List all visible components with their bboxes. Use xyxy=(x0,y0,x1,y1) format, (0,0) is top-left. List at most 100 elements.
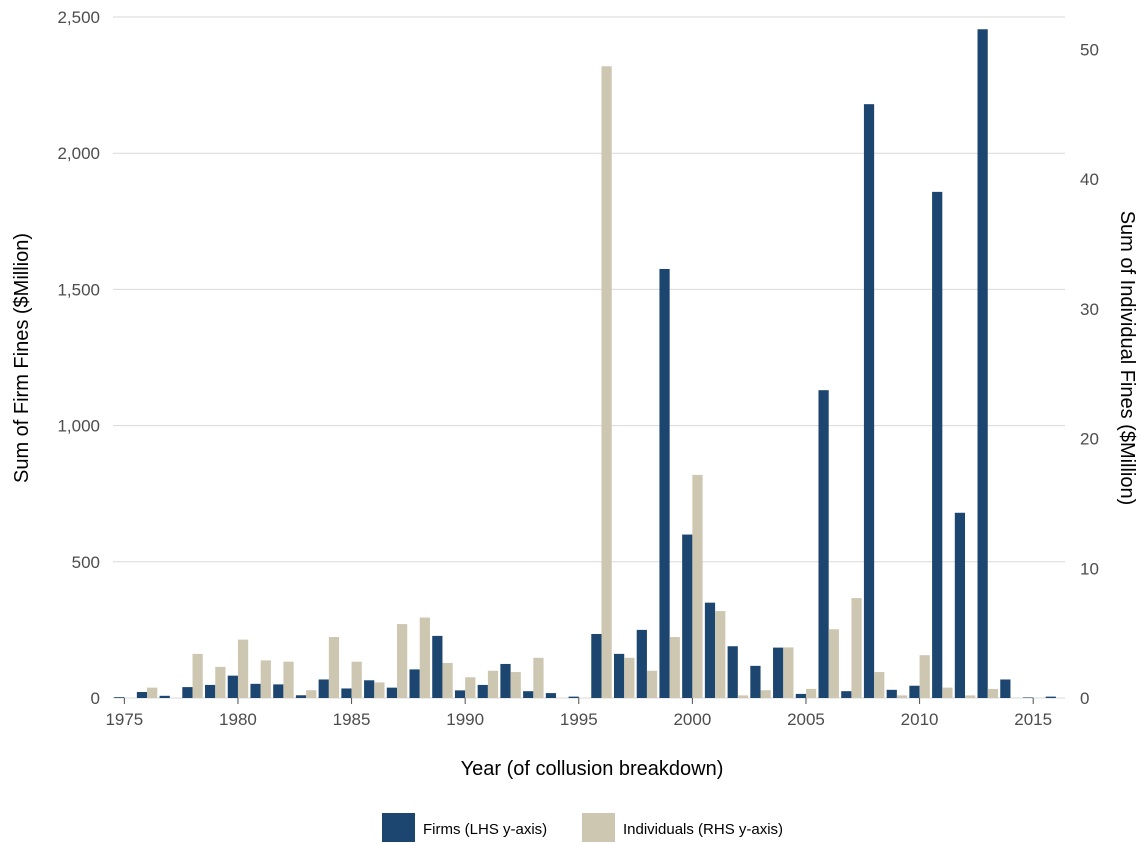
bar-individuals xyxy=(783,647,794,698)
right-y-tick-label: 40 xyxy=(1080,170,1099,189)
bar-individuals xyxy=(669,637,680,698)
legend-swatch-individuals xyxy=(582,813,615,842)
bar-firms xyxy=(318,679,329,698)
bar-individuals xyxy=(328,637,340,698)
x-tick-label: 1985 xyxy=(333,710,371,729)
bar-firms xyxy=(273,684,284,698)
right-y-tick-label: 20 xyxy=(1080,430,1099,449)
bar-individuals xyxy=(851,598,862,698)
bar-firms xyxy=(1000,679,1011,698)
left-y-tick-label: 2,000 xyxy=(57,144,100,163)
x-tick-label: 2015 xyxy=(1014,710,1052,729)
bar-firms xyxy=(432,635,443,698)
bar-individuals xyxy=(646,670,658,698)
bar-firms xyxy=(932,191,943,698)
bar-firms xyxy=(523,691,534,698)
bar-firms xyxy=(500,663,511,698)
bar-firms xyxy=(863,104,875,699)
left-y-tick-label: 2,500 xyxy=(57,8,100,27)
bar-firms xyxy=(477,684,488,698)
bar-individuals xyxy=(760,690,771,698)
bar-firms xyxy=(750,665,761,698)
bar-firms xyxy=(227,675,238,698)
bar-individuals xyxy=(533,657,544,698)
bar-individuals xyxy=(215,666,226,698)
bar-firms xyxy=(295,695,307,698)
bar-firms xyxy=(386,687,398,698)
bar-individuals xyxy=(692,474,703,698)
bar-firms xyxy=(954,512,966,698)
bar-individuals xyxy=(987,688,998,698)
bar-firms xyxy=(818,390,829,698)
x-tick-label: 2005 xyxy=(787,710,825,729)
bar-firms xyxy=(568,696,579,698)
bar-individuals xyxy=(374,682,385,698)
bar-firms xyxy=(704,602,716,698)
legend-label-firms: Firms (LHS y-axis) xyxy=(423,821,547,838)
x-tick-label: 1980 xyxy=(219,710,257,729)
bar-firms xyxy=(159,695,170,698)
bar-individuals xyxy=(397,624,408,698)
x-tick-label: 2000 xyxy=(673,710,711,729)
bar-individuals xyxy=(942,687,953,698)
left-y-axis-ticks: 0 500 1,000 1,500 2,000 2,500 xyxy=(57,8,100,708)
bar-firms xyxy=(613,653,625,698)
left-y-tick-label: 1,500 xyxy=(57,280,100,299)
bar-individuals xyxy=(260,660,271,698)
bar-firms xyxy=(795,693,806,698)
legend-swatch-firms xyxy=(382,813,415,842)
right-y-tick-label: 30 xyxy=(1080,300,1099,319)
legend: Firms (LHS y-axis) Individuals (RHS y-ax… xyxy=(382,813,783,842)
right-y-axis-title: Sum of Individual Fines ($Million) xyxy=(1116,211,1138,506)
bar-individuals xyxy=(237,639,249,698)
bar-individuals xyxy=(465,677,476,698)
bar-individuals xyxy=(965,695,976,698)
bar-firms xyxy=(205,684,216,698)
right-y-tick-label: 10 xyxy=(1080,559,1099,578)
bar-individuals xyxy=(715,611,726,698)
bar-individuals xyxy=(306,690,317,698)
bar-firms xyxy=(341,688,352,698)
bar-firms xyxy=(591,633,602,698)
bar-firms xyxy=(114,697,125,698)
bar-firms xyxy=(1022,697,1034,698)
bar-firms xyxy=(909,685,920,698)
bar-firms xyxy=(977,29,988,699)
bar-individuals xyxy=(192,653,203,698)
bar-firms xyxy=(454,690,466,698)
gridlines xyxy=(113,16,1065,699)
x-tick-label: 1990 xyxy=(446,710,484,729)
bar-individuals xyxy=(896,695,908,698)
bar-firms xyxy=(727,646,738,698)
x-tick-label: 2010 xyxy=(901,710,939,729)
bar-firms xyxy=(659,268,670,698)
bars xyxy=(114,29,1056,699)
right-y-axis-ticks: 0 10 20 30 40 50 xyxy=(1080,40,1099,708)
bar-individuals xyxy=(624,657,635,698)
bar-individuals xyxy=(919,655,930,698)
bar-firms xyxy=(545,693,557,698)
bar-individuals xyxy=(419,617,430,698)
bar-individuals xyxy=(283,661,294,698)
bar-firms xyxy=(886,689,897,698)
right-y-tick-label: 50 xyxy=(1080,40,1099,59)
x-tick-label: 1975 xyxy=(105,710,143,729)
x-axis-ticks: 1975 1980 1985 1990 1995 2000 2005 2010 2015 xyxy=(105,698,1052,729)
right-y-tick-label: 0 xyxy=(1080,689,1089,708)
bar-firms xyxy=(250,683,261,698)
x-axis-title: Year (of collusion breakdown) xyxy=(461,758,724,780)
bar-firms xyxy=(682,534,693,698)
bar-firms xyxy=(773,647,784,698)
bar-firms xyxy=(182,687,193,698)
bar-individuals xyxy=(874,672,885,698)
left-y-axis-title: Sum of Firm Fines ($Million) xyxy=(11,233,33,483)
bar-firms xyxy=(636,629,647,698)
bar-individuals xyxy=(442,662,453,698)
bar-firms xyxy=(136,692,148,698)
bar-firms xyxy=(409,669,420,698)
bar-firms xyxy=(1045,696,1056,698)
bar-individuals xyxy=(601,66,612,698)
x-tick-label: 1995 xyxy=(560,710,598,729)
left-y-tick-label: 1,000 xyxy=(57,417,100,436)
